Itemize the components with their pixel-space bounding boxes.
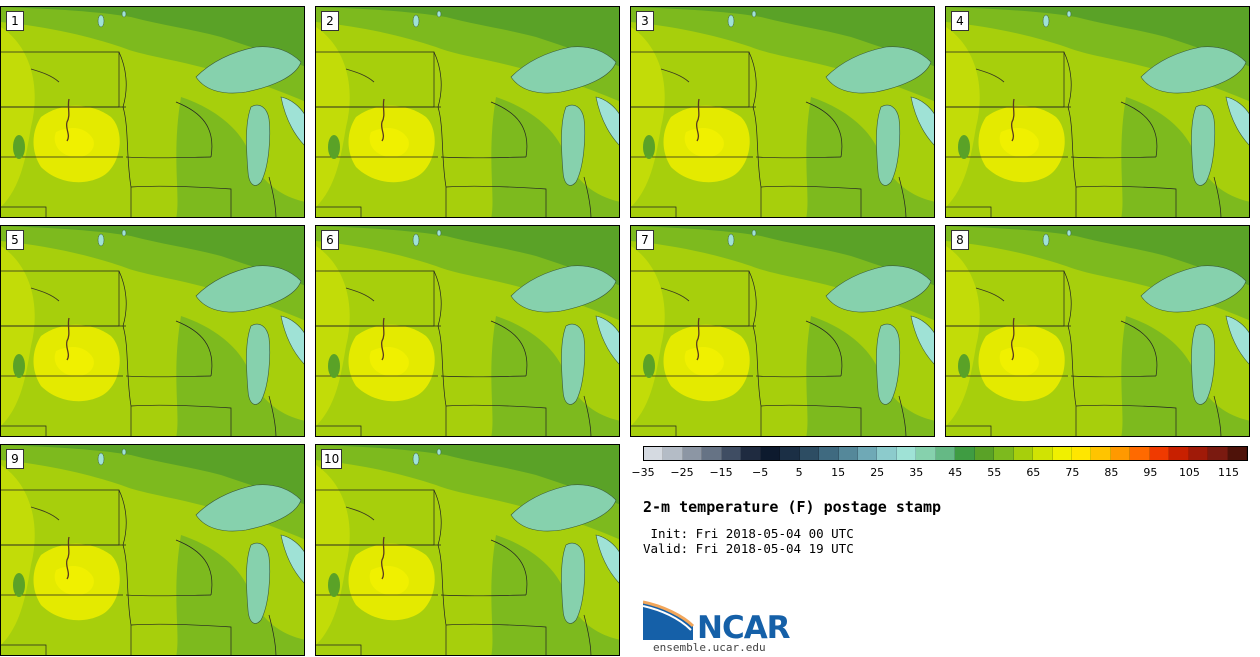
member-number-label: 3 (636, 11, 654, 31)
stamp-panel-6: 6 (315, 225, 620, 437)
stamp-panel-9: 9 (0, 444, 305, 656)
colorbar-tick-label: 15 (831, 466, 846, 479)
init-time: Init: Fri 2018-05-04 00 UTC (643, 526, 854, 541)
colorbar-tick-label: 25 (870, 466, 885, 479)
colorbar-swatch (682, 447, 703, 460)
colorbar-swatch (741, 447, 761, 460)
ncar-logo-icon (643, 600, 695, 640)
colorbar-tick-label: 105 (1178, 466, 1200, 479)
figure-title: 2-m temperature (F) postage stamp (643, 498, 942, 516)
temperature-map (316, 226, 619, 436)
colorbar-swatch (663, 447, 683, 460)
colorbar-tick-label: 115 (1217, 466, 1239, 479)
colorbar-swatch (1149, 447, 1170, 460)
colorbar-swatch (819, 447, 839, 460)
colorbar-tick-label: 65 (1026, 466, 1041, 479)
member-number-label: 5 (6, 230, 24, 250)
colorbar-swatch (857, 447, 878, 460)
colorbar-swatch (1169, 447, 1189, 460)
temperature-map (946, 7, 1249, 217)
stamp-panel-10: 10 (315, 444, 620, 656)
colorbar-tick-label: 75 (1065, 466, 1080, 479)
member-number-label: 2 (321, 11, 339, 31)
member-number-label: 9 (6, 449, 24, 469)
colorbar-tick-label: −15 (709, 466, 733, 479)
colorbar-swatch (1227, 447, 1248, 460)
colorbar-swatch (1188, 447, 1209, 460)
stamp-panel-7: 7 (630, 225, 935, 437)
temperature-map (946, 226, 1249, 436)
colorbar-swatch (935, 447, 956, 460)
stamp-panel-8: 8 (945, 225, 1250, 437)
colorbar-tick-label: 45 (948, 466, 963, 479)
temperature-map (316, 7, 619, 217)
member-number-label: 10 (321, 449, 343, 469)
ensemble-url: ensemble.ucar.edu (653, 641, 766, 654)
colorbar-swatch (838, 447, 858, 460)
colorbar-swatch (1013, 447, 1034, 460)
colorbar-swatch (974, 447, 995, 460)
colorbar-tick-label: −5 (751, 466, 769, 479)
colorbar-tick-label: −25 (670, 466, 694, 479)
colorbar-tick-label: 35 (909, 466, 924, 479)
temperature-map (1, 7, 304, 217)
ncar-logo-text: NCAR (697, 610, 791, 646)
valid-time: Valid: Fri 2018-05-04 19 UTC (643, 541, 854, 556)
colorbar-swatch (1130, 447, 1150, 460)
colorbar-swatch (799, 447, 820, 460)
colorbar-swatch (1091, 447, 1111, 460)
colorbar-swatch (1110, 447, 1131, 460)
stamp-panel-2: 2 (315, 6, 620, 218)
colorbar-swatch (1071, 447, 1092, 460)
colorbar-swatch (644, 447, 664, 460)
member-number-label: 8 (951, 230, 969, 250)
colorbar-swatch (1208, 447, 1228, 460)
stamp-panel-4: 4 (945, 6, 1250, 218)
temperature-map (1, 226, 304, 436)
temperature-map (631, 226, 934, 436)
colorbar-tick-label: −35 (631, 466, 655, 479)
colorbar-swatch (760, 447, 781, 460)
member-number-label: 6 (321, 230, 339, 250)
colorbar-tick-label: 5 (795, 466, 803, 479)
colorbar-swatch (877, 447, 897, 460)
colorbar-swatch (1033, 447, 1053, 460)
temperature-map (1, 445, 304, 655)
temperature-colorbar (643, 446, 1248, 461)
colorbar-swatch (955, 447, 975, 460)
colorbar-swatch (994, 447, 1014, 460)
colorbar-tick-labels: −35 −25 −15 −5 5 15 25 35 45 55 65 75 85 95 105 115 (631, 466, 1248, 480)
colorbar-swatch (1052, 447, 1072, 460)
colorbar-swatch (721, 447, 742, 460)
temperature-map (316, 445, 619, 655)
member-number-label: 1 (6, 11, 24, 31)
stamp-panel-1: 1 (0, 6, 305, 218)
stamp-panel-3: 3 (630, 6, 935, 218)
member-number-label: 4 (951, 11, 969, 31)
colorbar-tick-label: 55 (987, 466, 1002, 479)
colorbar-swatch (702, 447, 722, 460)
stamp-panel-5: 5 (0, 225, 305, 437)
colorbar-tick-label: 95 (1143, 466, 1158, 479)
member-number-label: 7 (636, 230, 654, 250)
colorbar-swatch (896, 447, 917, 460)
colorbar-swatch (916, 447, 936, 460)
colorbar-swatch (780, 447, 800, 460)
temperature-map (631, 7, 934, 217)
colorbar-tick-label: 85 (1104, 466, 1119, 479)
